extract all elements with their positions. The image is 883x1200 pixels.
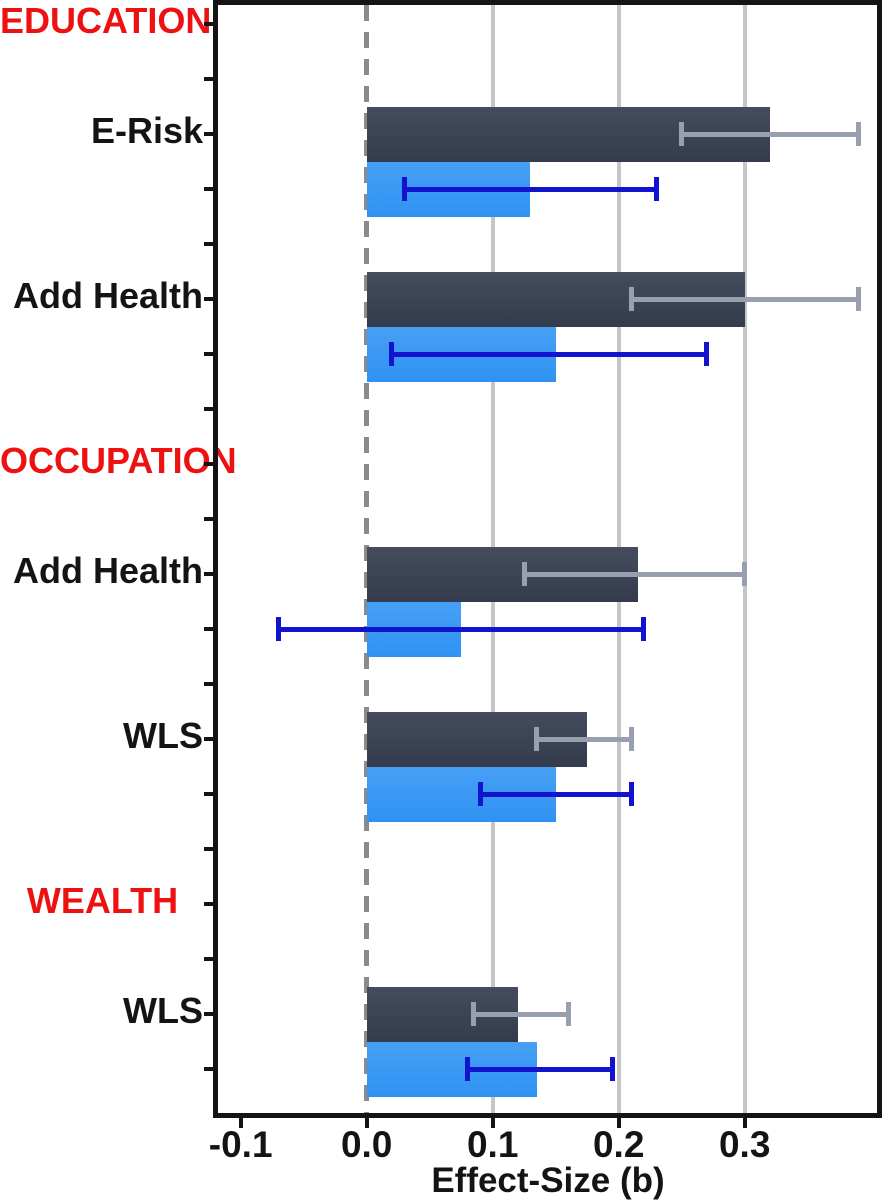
error-bar-cap-blue <box>653 177 659 201</box>
y-axis-tick <box>204 187 218 191</box>
error-bar-cap-navy <box>521 562 527 586</box>
error-bar-blue <box>404 186 657 192</box>
row-label: WLS <box>123 715 203 756</box>
x-tick-label: 0.1 <box>466 1124 519 1165</box>
x-axis-tick <box>616 1113 621 1128</box>
y-axis-tick <box>204 77 218 81</box>
y-axis-tick <box>204 737 218 741</box>
error-bar-navy <box>681 131 859 137</box>
error-bar-cap-blue <box>401 177 407 201</box>
error-bar-cap-navy <box>855 122 861 146</box>
error-bar-cap-blue <box>464 1057 470 1081</box>
error-bar-cap-blue <box>609 1057 615 1081</box>
plot-border <box>213 0 882 1118</box>
error-bar-cap-navy <box>628 727 634 751</box>
error-bar-blue <box>467 1066 613 1072</box>
row-label: Add Health <box>12 275 203 316</box>
error-bar-cap-blue <box>389 342 395 366</box>
y-axis-tick <box>204 462 218 466</box>
y-axis-tick <box>204 352 218 356</box>
y-axis-tick <box>204 847 218 851</box>
y-axis-tick <box>204 1067 218 1071</box>
x-axis-tick <box>364 1113 369 1128</box>
section-label: WEALTH <box>26 880 179 921</box>
y-axis-tick <box>204 627 218 631</box>
error-bar-navy <box>536 736 632 742</box>
y-axis-tick <box>204 517 218 521</box>
y-axis-tick <box>204 902 218 906</box>
x-tick-label: 0.2 <box>592 1124 645 1165</box>
x-axis-label: Effect-Size (b) <box>431 1161 665 1200</box>
error-bar-cap-navy <box>679 122 685 146</box>
x-tick-label: 0.3 <box>718 1124 771 1165</box>
section-label: EDUCATION <box>0 0 212 41</box>
row-label: Add Health <box>12 550 203 591</box>
x-tick-label: 0.0 <box>340 1124 393 1165</box>
error-bar-cap-blue <box>477 782 483 806</box>
y-axis-tick <box>204 792 218 796</box>
error-bar-cap-blue <box>628 782 634 806</box>
error-bar-cap-navy <box>471 1002 477 1026</box>
error-bar-navy <box>524 571 745 577</box>
y-axis-tick <box>204 132 218 136</box>
y-axis-tick <box>204 22 218 26</box>
error-bar-cap-navy <box>855 287 861 311</box>
gridline <box>742 2 747 1113</box>
error-bar-cap-blue <box>641 617 647 641</box>
y-axis-tick <box>204 1012 218 1016</box>
x-axis-tick <box>742 1113 747 1128</box>
y-axis-tick <box>204 242 218 246</box>
row-label: E-Risk <box>90 110 203 151</box>
error-bar-navy <box>631 296 859 302</box>
error-bar-cap-navy <box>565 1002 571 1026</box>
error-bar-cap-navy <box>742 562 748 586</box>
x-tick-label: -0.1 <box>208 1124 273 1165</box>
error-bar-blue <box>391 351 707 357</box>
x-axis-tick <box>490 1113 495 1128</box>
y-axis-tick <box>204 297 218 301</box>
error-bar-cap-blue <box>275 617 281 641</box>
error-bar-cap-navy <box>628 287 634 311</box>
error-bar-navy <box>473 1011 569 1017</box>
y-axis-tick <box>204 572 218 576</box>
error-bar-blue <box>278 626 644 632</box>
error-bar-cap-navy <box>534 727 540 751</box>
section-label: OCCUPATION <box>0 440 237 481</box>
y-axis-tick <box>204 682 218 686</box>
x-axis-tick <box>238 1113 243 1128</box>
y-axis-tick <box>204 957 218 961</box>
error-bar-cap-blue <box>704 342 710 366</box>
error-bar-blue <box>480 791 632 797</box>
row-label: WLS <box>123 990 203 1031</box>
y-axis-tick <box>204 407 218 411</box>
